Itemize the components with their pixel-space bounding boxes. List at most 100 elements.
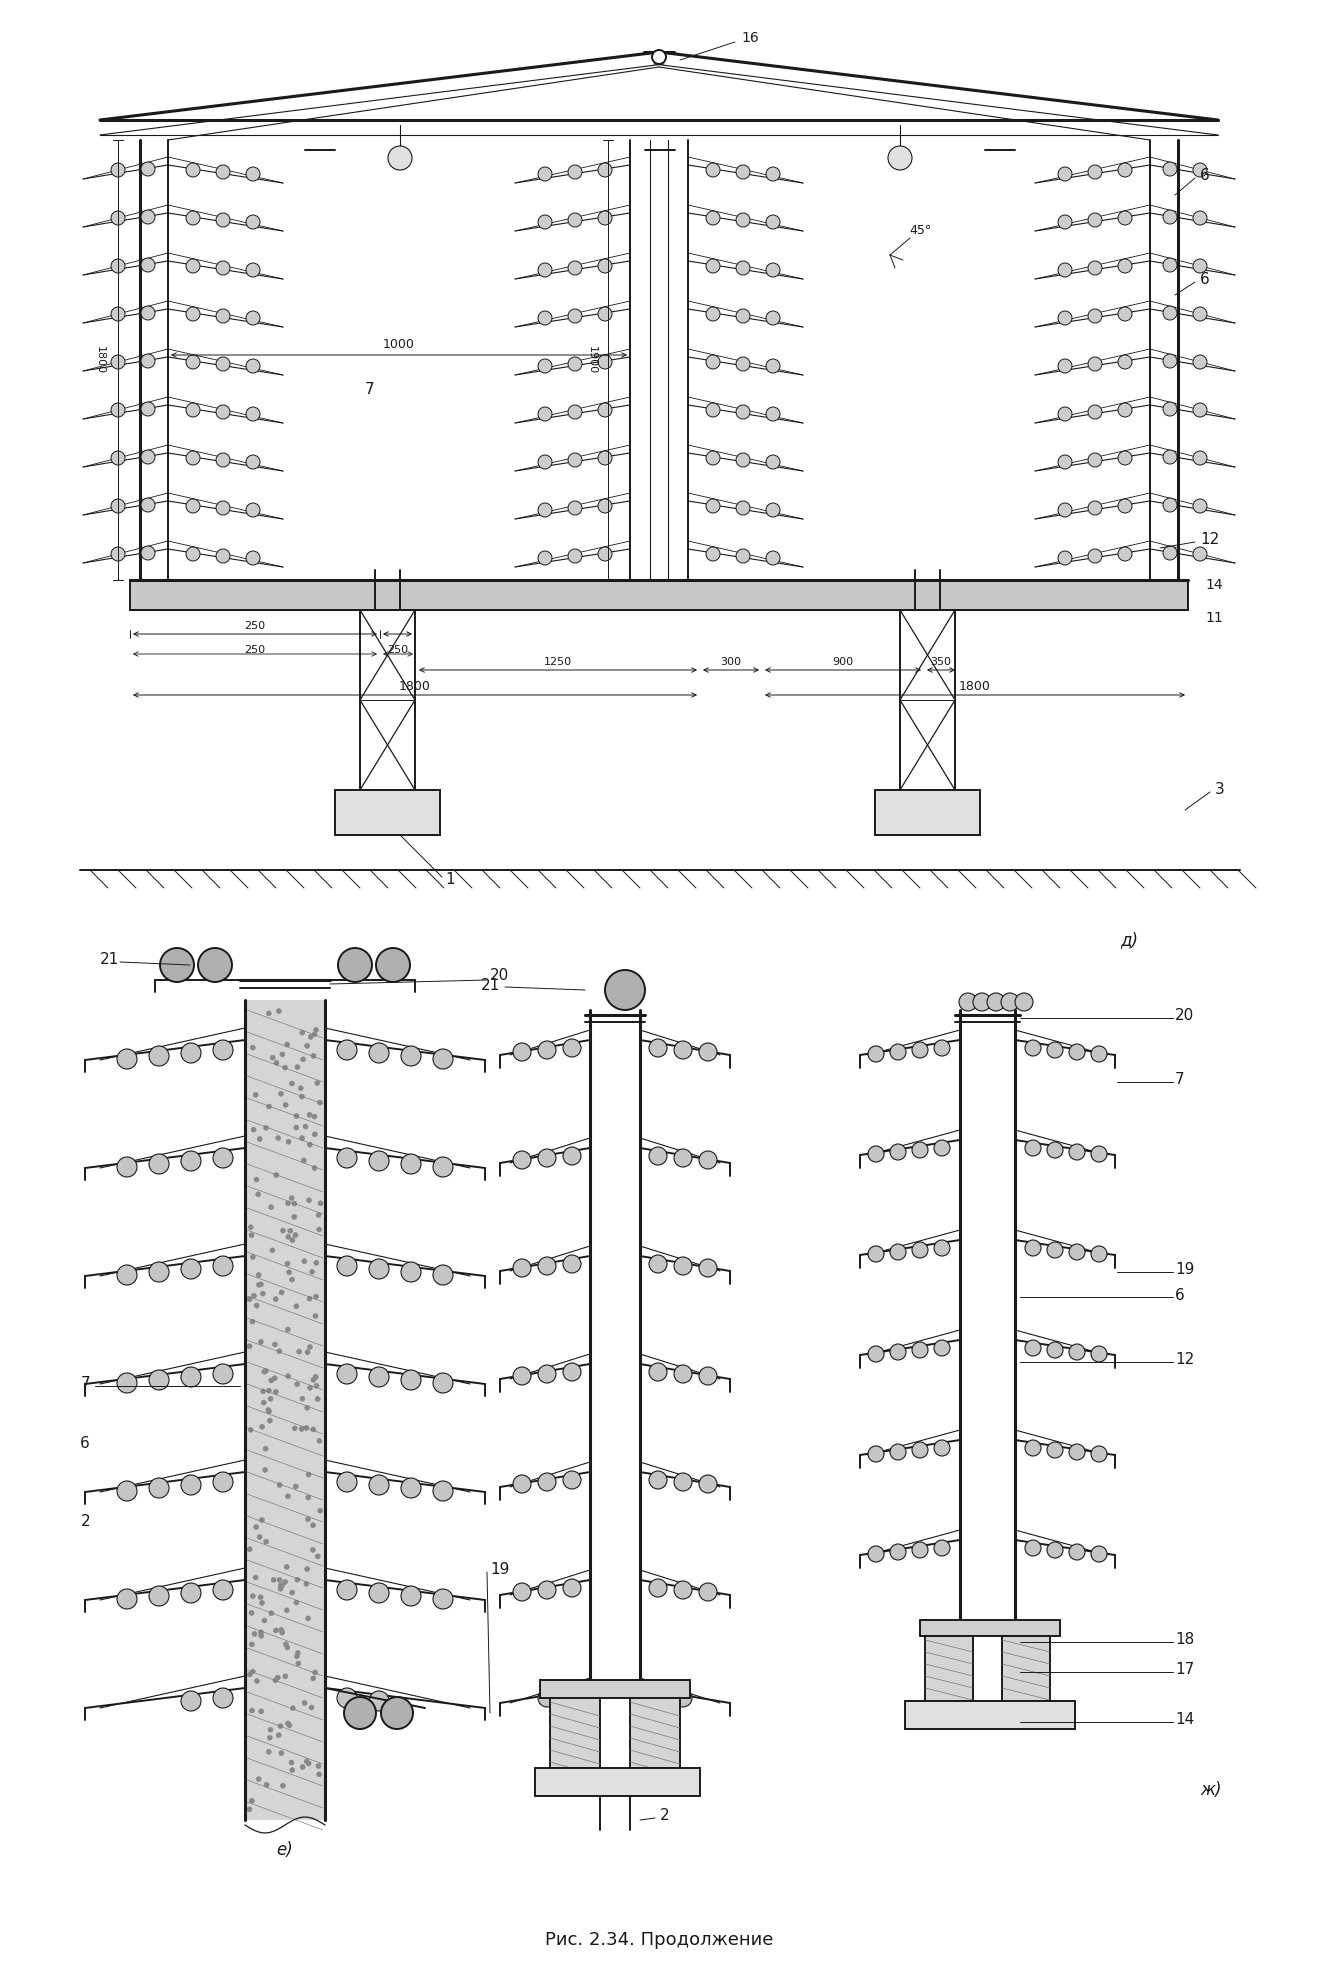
Circle shape xyxy=(278,1582,283,1588)
Circle shape xyxy=(1162,162,1177,176)
Circle shape xyxy=(1162,258,1177,272)
Circle shape xyxy=(291,1213,297,1219)
Circle shape xyxy=(260,1600,265,1606)
Circle shape xyxy=(111,499,125,513)
Circle shape xyxy=(279,1750,283,1756)
Circle shape xyxy=(1118,547,1132,560)
Circle shape xyxy=(401,1263,420,1282)
Text: 350: 350 xyxy=(931,657,952,667)
Circle shape xyxy=(869,1446,884,1462)
Circle shape xyxy=(673,1042,692,1060)
Circle shape xyxy=(538,1257,556,1275)
Bar xyxy=(900,610,956,789)
Circle shape xyxy=(285,1261,290,1267)
Circle shape xyxy=(563,1040,581,1058)
Circle shape xyxy=(934,1140,950,1156)
Circle shape xyxy=(254,1178,258,1182)
Circle shape xyxy=(869,1146,884,1162)
Circle shape xyxy=(285,1042,290,1048)
Circle shape xyxy=(246,262,260,276)
Bar xyxy=(535,1768,700,1795)
Circle shape xyxy=(250,1320,254,1324)
Circle shape xyxy=(699,1476,717,1494)
Text: е): е) xyxy=(277,1841,294,1859)
Circle shape xyxy=(735,404,750,418)
Circle shape xyxy=(337,947,372,983)
Circle shape xyxy=(890,1545,905,1561)
Circle shape xyxy=(706,402,720,416)
Circle shape xyxy=(1058,262,1072,276)
Circle shape xyxy=(310,1547,315,1553)
Circle shape xyxy=(706,211,720,225)
Circle shape xyxy=(538,312,552,326)
Circle shape xyxy=(1025,1140,1041,1156)
Circle shape xyxy=(598,308,612,322)
Circle shape xyxy=(706,452,720,466)
Bar xyxy=(360,610,415,789)
Circle shape xyxy=(299,1136,304,1140)
Circle shape xyxy=(268,1419,273,1423)
Circle shape xyxy=(287,1229,293,1233)
Circle shape xyxy=(1069,1144,1085,1160)
Circle shape xyxy=(291,1202,297,1206)
Circle shape xyxy=(216,213,231,227)
Circle shape xyxy=(111,355,125,369)
Circle shape xyxy=(141,258,156,272)
Circle shape xyxy=(434,1156,453,1178)
Circle shape xyxy=(369,1367,389,1387)
Circle shape xyxy=(673,1474,692,1492)
Circle shape xyxy=(307,1344,312,1350)
Circle shape xyxy=(298,1085,303,1091)
Circle shape xyxy=(253,1093,258,1097)
Circle shape xyxy=(261,1290,265,1296)
Circle shape xyxy=(912,1142,928,1158)
Circle shape xyxy=(254,1302,260,1308)
Circle shape xyxy=(1162,450,1177,464)
Circle shape xyxy=(314,1294,319,1298)
Circle shape xyxy=(890,1444,905,1460)
Circle shape xyxy=(735,260,750,274)
Circle shape xyxy=(1025,1440,1041,1456)
Circle shape xyxy=(304,1567,310,1572)
Circle shape xyxy=(912,1042,928,1058)
Circle shape xyxy=(301,1764,306,1770)
Circle shape xyxy=(277,1576,282,1582)
Circle shape xyxy=(538,1365,556,1383)
Circle shape xyxy=(277,1732,281,1738)
Circle shape xyxy=(1058,456,1072,470)
Circle shape xyxy=(706,499,720,513)
Circle shape xyxy=(149,1586,169,1606)
Text: ж): ж) xyxy=(1199,1782,1222,1799)
Circle shape xyxy=(513,1044,531,1061)
Circle shape xyxy=(1118,499,1132,513)
Circle shape xyxy=(1162,209,1177,225)
Circle shape xyxy=(294,1484,298,1490)
Circle shape xyxy=(605,971,645,1010)
Circle shape xyxy=(314,1261,319,1265)
Text: 250: 250 xyxy=(244,645,265,655)
Circle shape xyxy=(598,452,612,466)
Circle shape xyxy=(214,1363,233,1383)
Circle shape xyxy=(290,1237,295,1243)
Circle shape xyxy=(316,1764,322,1768)
Circle shape xyxy=(273,1375,277,1381)
Circle shape xyxy=(304,1580,308,1586)
Circle shape xyxy=(216,501,231,515)
Text: 21: 21 xyxy=(481,977,500,992)
Circle shape xyxy=(318,1507,323,1513)
Circle shape xyxy=(285,1565,289,1569)
Bar xyxy=(905,1701,1075,1728)
Circle shape xyxy=(253,1525,258,1529)
Circle shape xyxy=(214,1472,233,1492)
Circle shape xyxy=(1118,308,1132,322)
Circle shape xyxy=(117,1156,137,1178)
Circle shape xyxy=(273,1677,278,1683)
Circle shape xyxy=(1091,1547,1107,1563)
Circle shape xyxy=(266,1750,272,1754)
Circle shape xyxy=(264,1369,269,1373)
Circle shape xyxy=(216,548,231,562)
Text: 6: 6 xyxy=(80,1436,90,1452)
Circle shape xyxy=(337,1363,357,1383)
Circle shape xyxy=(1046,1543,1064,1559)
Bar xyxy=(245,1000,326,1819)
